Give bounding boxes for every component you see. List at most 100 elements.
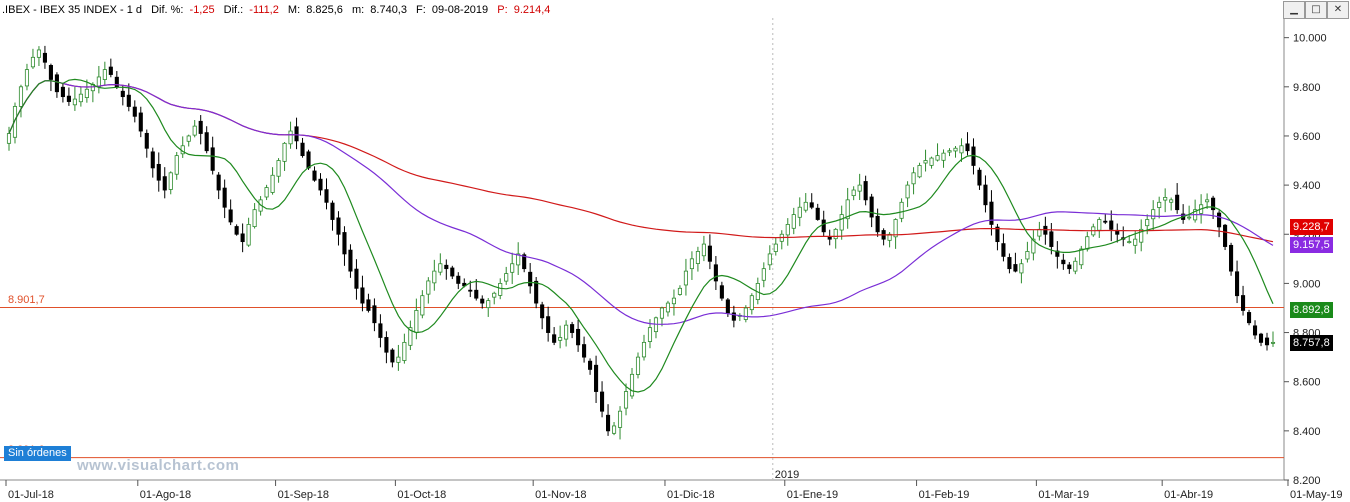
sin-ordenes-button[interactable]: Sin órdenes [4,446,71,461]
candle [606,404,611,436]
candle [1163,188,1168,213]
candle [977,167,982,190]
candle [1235,260,1240,304]
candle [582,336,587,363]
y-tick-label: 9.800 [1293,82,1321,94]
candle [773,237,778,256]
maximize-button[interactable]: □ [1305,1,1327,19]
y-tick-label: 8.200 [1293,475,1321,487]
candle [558,325,563,349]
candle [659,306,665,327]
candle [204,126,209,154]
header-p-value: 9.214,4 [514,4,551,16]
candle [1133,230,1138,254]
candle [695,246,700,272]
x-tick-label: 01-Feb-19 [919,489,970,501]
candle [594,355,599,403]
header-dif-label: Dif.: [224,4,244,16]
price-tag: 9.228,7 [1290,219,1333,236]
candle [600,381,605,418]
candle [1049,223,1054,255]
close-button[interactable]: ✕ [1327,1,1349,19]
candle [959,138,964,162]
candle [1109,210,1114,242]
candle [899,198,904,223]
candle [24,63,30,91]
y-tick-label: 9.000 [1293,278,1321,290]
candle [743,305,748,323]
price-tag: 9.157,5 [1290,236,1333,253]
candle [749,293,754,315]
y-tick-label: 9.600 [1293,131,1321,143]
candle [1025,241,1030,263]
candle [30,48,36,69]
candle [162,167,167,199]
watermark: www.visualchart.com [77,457,240,474]
candle [564,320,569,347]
candle [923,149,928,172]
candle [1001,233,1006,262]
candle [851,186,856,201]
candle [1139,219,1144,252]
candle [186,134,191,147]
candle [1019,259,1024,284]
candle [168,171,173,195]
sma-purple-line[interactable] [8,80,1274,325]
candle [102,61,107,86]
svg-text:.IBEX - IBEX 35 INDEX - 1 d: .IBEX - IBEX 35 INDEX - 1 d Dif. %: -1,2… [2,4,550,16]
moving-averages [8,78,1274,393]
candle [767,245,772,270]
candle [809,193,814,210]
candle [534,277,539,309]
x-tick-label: 01-Mar-19 [1038,489,1089,501]
header-dif-value: -111,2 [249,4,279,16]
candle [228,199,233,226]
candle [480,295,485,309]
header-max-label: M: [288,4,300,16]
candle [1205,193,1210,209]
candle [84,79,89,103]
sma-green-line[interactable] [8,78,1274,393]
candle [1061,253,1066,270]
candle [911,167,916,195]
y-tick-label: 10.000 [1293,33,1327,45]
candle [947,148,952,157]
candle [456,272,461,290]
candle [420,290,425,319]
candle [372,298,377,332]
candle [869,193,874,228]
year-marker: 2019 [775,469,799,481]
candle [791,207,796,235]
y-tick-label: 8.400 [1293,426,1321,438]
header-min-value: 8.740,3 [370,4,407,16]
candle [1103,214,1108,225]
candle [336,211,341,246]
candle [546,306,551,342]
candle [983,175,988,213]
candle [576,319,581,352]
minimize-button[interactable]: ▁ [1283,1,1305,19]
candle [917,162,922,179]
candle [863,175,868,206]
candle [60,83,65,103]
candle [665,300,671,317]
candle [1073,257,1078,275]
header-p-label: P: [497,4,507,16]
candle [893,218,898,249]
candle [144,129,149,158]
candle [641,334,647,361]
candle [54,72,59,98]
candle [677,285,682,296]
candle [264,184,269,201]
candle [330,200,335,231]
y-tick-label: 8.600 [1293,377,1321,389]
candle [78,86,83,107]
header-min-label: m: [352,4,364,16]
candle [402,333,407,364]
candle [120,85,125,106]
candle [701,235,706,262]
x-tick-label: 01-May-19 [1290,489,1343,501]
candle [156,152,161,192]
candle [941,149,946,168]
